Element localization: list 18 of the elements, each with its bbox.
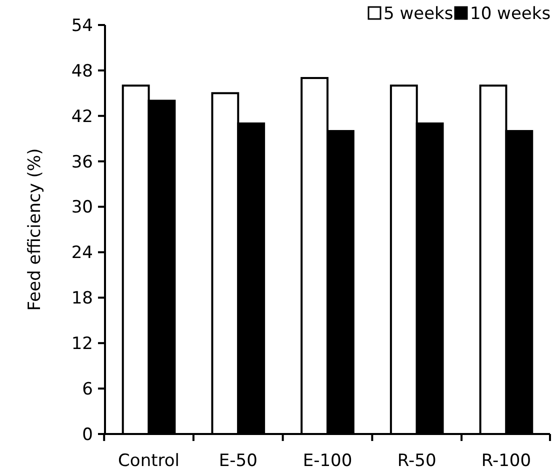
- y-tick-label: 48: [71, 61, 93, 82]
- y-tick-label: 12: [71, 334, 93, 354]
- x-tick-label: R-50: [397, 451, 436, 471]
- x-tick-label: Control: [118, 451, 180, 471]
- y-tick-label: 18: [71, 288, 93, 309]
- x-tick-label: E-50: [218, 451, 258, 471]
- y-tick-label: 24: [71, 243, 93, 264]
- y-tick-label: 42: [71, 106, 93, 127]
- y-tick-label: 36: [71, 152, 93, 172]
- y-axis-title: Feed efficiency (%): [25, 148, 45, 311]
- y-tick-label: 54: [71, 16, 93, 36]
- legend-label: 5 weeks: [384, 4, 454, 24]
- y-tick-label: 0: [82, 424, 93, 445]
- x-tick-label: R-100: [481, 451, 532, 471]
- y-tick-label: 6: [82, 380, 93, 400]
- y-tick-label: 30: [71, 198, 93, 218]
- x-tick-label: E-100: [302, 451, 352, 471]
- legend-label: 10 weeks: [470, 4, 551, 24]
